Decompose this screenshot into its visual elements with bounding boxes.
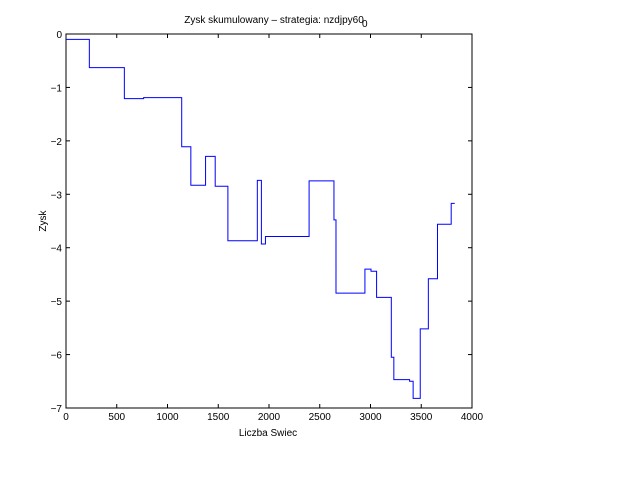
y-tick-label: −1 (51, 83, 63, 94)
y-tick-label: −2 (51, 137, 63, 148)
series-line-zysk (66, 38, 455, 399)
x-tick-label: 4000 (461, 412, 484, 423)
x-tick-label: 1500 (207, 412, 230, 423)
x-tick-label: 2500 (309, 412, 332, 423)
axis-ticks: 0 500 1000 1500 2000 2500 3000 3500 4000 0 −1 −2 −3 −… (51, 30, 484, 423)
x-axis-label: Liczba Swiec (239, 428, 297, 439)
x-tick-label: 2000 (258, 412, 281, 423)
y-tick-label: −5 (51, 297, 63, 308)
y-tick-label: −7 (51, 404, 63, 415)
y-tick-label: 0 (56, 30, 62, 41)
chart-title-text: Zysk skumulowany – strategia: nzdjpy60 (184, 15, 364, 26)
y-tick-label: −4 (51, 244, 63, 255)
x-tick-label: 3500 (410, 412, 433, 423)
x-tick-label: 3000 (359, 412, 382, 423)
x-tick-label: 1000 (156, 412, 179, 423)
x-tick-label: 0 (63, 412, 69, 423)
y-tick-label: −6 (51, 351, 63, 362)
plot-area (65, 33, 473, 409)
chart-title-subscript: 0 (362, 19, 368, 30)
y-tick-label: −3 (51, 190, 63, 201)
chart-title: Zysk skumulowany – strategia: nzdjpy60 0 (184, 15, 368, 30)
y-axis-label: Zysk (38, 209, 49, 231)
x-tick-label: 500 (108, 412, 125, 423)
